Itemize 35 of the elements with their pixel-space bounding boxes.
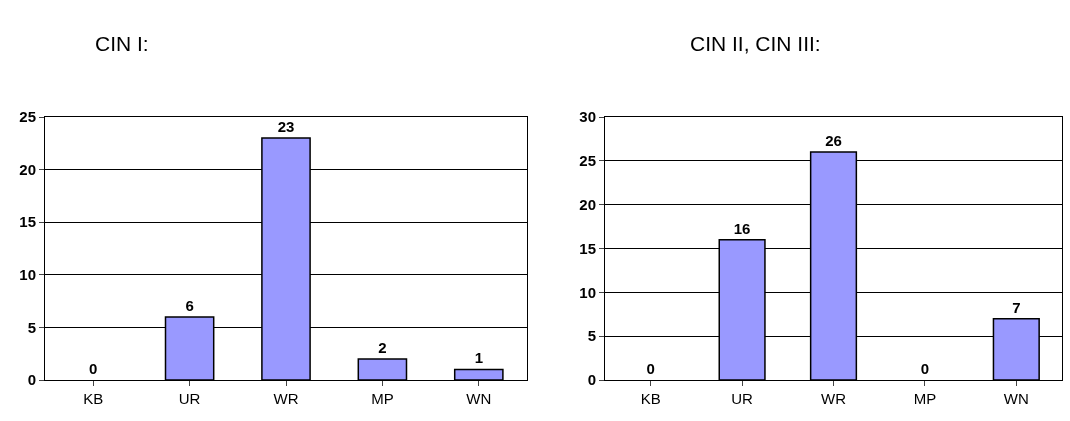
- data-label: 1: [474, 349, 483, 367]
- x-tick-label: MP: [913, 390, 937, 407]
- x-tick-label: UR: [731, 390, 754, 407]
- data-label: 7: [1012, 298, 1021, 316]
- y-tick-label: 10: [19, 266, 36, 284]
- x-tick-label: KB: [640, 390, 661, 407]
- y-tick-label: 5: [27, 318, 36, 336]
- x-tick-label: MP: [371, 390, 394, 407]
- y-tick-label: 20: [579, 195, 596, 213]
- data-label: 2: [378, 338, 387, 356]
- y-tick-label: 30: [579, 108, 596, 126]
- chart-title: CIN I:: [95, 32, 149, 56]
- y-tick-label: 10: [579, 283, 596, 301]
- y-tick-label: 5: [587, 327, 596, 345]
- chart-title: CIN II, CIN III:: [690, 32, 821, 56]
- data-label: 16: [733, 219, 751, 237]
- data-label: 0: [920, 360, 930, 377]
- x-tick-label: WR: [821, 390, 847, 407]
- x-tick-label: WN: [466, 390, 492, 407]
- x-tick-label: WR: [273, 390, 299, 407]
- y-tick-label: 20: [19, 160, 36, 178]
- y-tick-label: 15: [19, 213, 36, 231]
- x-tick-label: KB: [83, 390, 104, 407]
- y-tick-label: 15: [579, 239, 596, 257]
- y-tick-label: 25: [19, 108, 36, 126]
- y-tick-label: 25: [579, 152, 596, 170]
- x-tick-label: UR: [178, 390, 201, 407]
- y-tick-label: 0: [27, 371, 36, 389]
- data-label: 0: [646, 360, 655, 377]
- data-label: 23: [277, 118, 295, 136]
- y-tick-label: 0: [587, 371, 596, 389]
- data-label: 0: [89, 360, 98, 377]
- x-tick-label: WN: [1003, 390, 1029, 407]
- data-label: 26: [825, 132, 842, 150]
- data-label: 6: [185, 296, 194, 314]
